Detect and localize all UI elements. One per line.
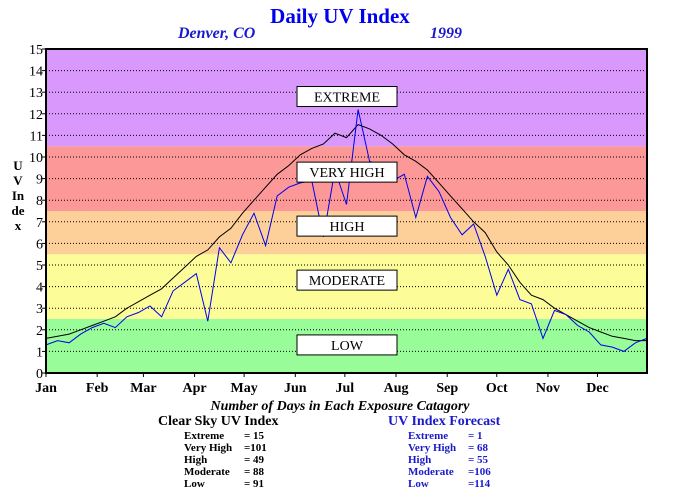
band-label: MODERATE <box>309 274 385 289</box>
location-label: Denver, CO <box>178 25 256 42</box>
stat-value: = 1 <box>468 430 483 442</box>
stat-value: = 68 <box>468 442 489 454</box>
clear-sky-row: Moderate <box>184 466 230 478</box>
stat-label: High <box>184 454 208 466</box>
y-tick-label: 4 <box>36 281 43 296</box>
x-tick-label: Jan <box>35 381 57 396</box>
stat-value: = 88 <box>244 466 265 478</box>
y-tick-label: 15 <box>29 43 43 58</box>
forecast-row: High <box>408 454 431 466</box>
band-label-box <box>296 334 398 356</box>
clear-sky-row: Very High <box>184 442 232 454</box>
y-tick-label: 1 <box>36 345 43 360</box>
stat-label: Moderate <box>184 466 230 478</box>
stat-label: Low <box>408 478 429 490</box>
y-tick-label: 2 <box>36 324 43 339</box>
x-tick-label: Feb <box>86 381 109 396</box>
clear-sky-row: Extreme <box>184 430 224 442</box>
y-tick-label: 12 <box>29 108 43 123</box>
band-label-box <box>296 161 398 183</box>
stat-label: Extreme <box>408 430 449 442</box>
forecast-title: UV Index Forecast <box>388 414 501 429</box>
plot-frame <box>45 48 648 374</box>
forecast-row: Extreme <box>408 430 448 442</box>
x-tick-label: Jul <box>336 381 355 396</box>
stat-label: High <box>408 454 432 466</box>
y-tick-label: 13 <box>29 86 43 101</box>
stat-value: =106 <box>468 466 491 478</box>
x-tick-label: Sep <box>436 381 458 396</box>
stat-label: Very High <box>184 442 233 454</box>
clear-sky-row: Low <box>184 478 205 490</box>
y-tick-label: 11 <box>30 129 43 144</box>
band-label: VERY HIGH <box>309 166 384 181</box>
stat-label: Very High <box>408 442 457 454</box>
chart-title: Daily UV Index <box>270 4 410 28</box>
y-tick-label: 7 <box>36 216 43 231</box>
uv-series-line <box>45 124 647 342</box>
y-tick-label: 8 <box>36 194 43 209</box>
days-category-title: Number of Days in Each Exposure Catagory <box>210 399 470 414</box>
stat-label: Extreme <box>184 430 225 442</box>
band-label-box <box>296 215 398 237</box>
band-label: LOW <box>331 339 364 354</box>
forecast-row: Very High <box>408 442 456 454</box>
y-tick-label: 10 <box>29 151 43 166</box>
stat-label: Moderate <box>408 466 454 478</box>
band-label-box <box>296 86 398 108</box>
y-tick-label: 3 <box>36 302 43 317</box>
y-axis-label: UV Index <box>11 158 25 233</box>
y-tick-label: 9 <box>36 173 43 188</box>
stat-value: =114 <box>468 478 491 490</box>
x-tick-label: May <box>231 381 258 396</box>
band-label-box <box>296 269 398 291</box>
stat-value: = 91 <box>244 478 265 490</box>
year-label: 1999 <box>430 25 462 42</box>
clear-sky-row: High <box>184 454 207 466</box>
clear-sky-title: Clear Sky UV Index <box>158 414 279 429</box>
x-tick-label: Jun <box>284 381 307 396</box>
x-tick-label: Mar <box>130 381 156 396</box>
band-label: HIGH <box>330 220 365 235</box>
y-tick-label: 5 <box>36 259 43 274</box>
x-tick-label: Oct <box>486 381 508 396</box>
y-tick-label: 6 <box>36 237 43 252</box>
forecast-row: Moderate <box>408 466 454 478</box>
x-tick-label: Dec <box>586 381 609 396</box>
stat-value: =101 <box>244 442 267 454</box>
x-tick-label: Aug <box>384 381 409 396</box>
stat-value: = 15 <box>244 430 265 442</box>
band-label: EXTREME <box>314 91 380 106</box>
forecast-row: Low <box>408 478 429 490</box>
uv-series-line <box>45 109 648 352</box>
x-tick-label: Nov <box>536 381 560 396</box>
y-tick-label: 14 <box>29 65 43 80</box>
stat-value: = 49 <box>244 454 265 466</box>
stat-label: Low <box>184 478 205 490</box>
stat-value: = 55 <box>468 454 489 466</box>
y-tick-label: 0 <box>36 367 43 382</box>
x-tick-label: Apr <box>183 381 207 396</box>
